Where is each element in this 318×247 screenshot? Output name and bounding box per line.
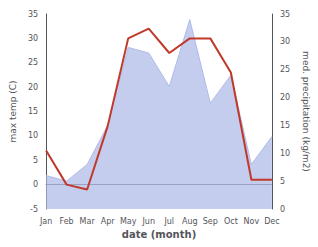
svg-text:35: 35 <box>28 10 38 19</box>
svg-text:Jan: Jan <box>39 217 52 226</box>
svg-text:30: 30 <box>280 37 290 46</box>
svg-text:Apr: Apr <box>101 217 116 226</box>
svg-text:15: 15 <box>28 107 38 116</box>
svg-text:Feb: Feb <box>60 217 74 226</box>
svg-text:Sep: Sep <box>203 217 218 226</box>
svg-text:0: 0 <box>33 180 38 189</box>
svg-text:15: 15 <box>280 121 290 130</box>
svg-text:30: 30 <box>28 34 38 43</box>
svg-text:Jul: Jul <box>163 217 174 226</box>
svg-text:20: 20 <box>280 93 290 102</box>
svg-text:10: 10 <box>280 149 290 158</box>
svg-text:20: 20 <box>28 83 38 92</box>
svg-text:-5: -5 <box>30 205 38 214</box>
svg-text:Dec: Dec <box>264 217 279 226</box>
svg-text:med. precipitation (kg/m2): med. precipitation (kg/m2) <box>301 51 311 172</box>
svg-text:Jun: Jun <box>141 217 155 226</box>
svg-text:10: 10 <box>28 131 38 140</box>
svg-text:May: May <box>120 217 137 226</box>
svg-text:35: 35 <box>280 10 290 19</box>
svg-text:25: 25 <box>280 65 290 74</box>
svg-text:0: 0 <box>280 205 285 214</box>
svg-text:25: 25 <box>28 58 38 67</box>
svg-text:date (month): date (month) <box>122 229 196 240</box>
svg-text:5: 5 <box>280 177 285 186</box>
svg-text:Mar: Mar <box>80 217 96 226</box>
svg-text:Nov: Nov <box>244 217 260 226</box>
svg-text:Oct: Oct <box>224 217 238 226</box>
svg-text:5: 5 <box>33 156 38 165</box>
svg-text:max temp (C): max temp (C) <box>8 80 18 142</box>
svg-text:Aug: Aug <box>182 217 198 226</box>
